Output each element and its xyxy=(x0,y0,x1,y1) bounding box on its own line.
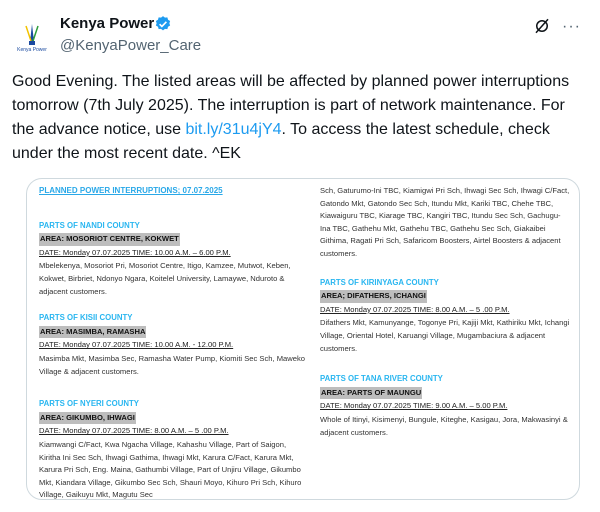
county-heading: PARTS OF TANA RIVER COUNTY xyxy=(320,374,443,384)
county-heading: PARTS OF KIRINYAGA COUNTY xyxy=(320,277,439,287)
tweet-text: Good Evening. The listed areas will be a… xyxy=(12,70,590,166)
grok-icon[interactable] xyxy=(533,17,551,35)
section-kirinyaga: PARTS OF KIRINYAGA COUNTY AREA; DIFATHER… xyxy=(320,277,570,356)
affected-areas-continued: Sch, Gaturumo-Ini TBC, Kiamigwi Pri Sch,… xyxy=(320,186,570,258)
date-time: DATE: Monday 07.07.2025 TIME: 10.00 A.M.… xyxy=(39,340,234,350)
author-name[interactable]: Kenya Power xyxy=(60,15,155,32)
affected-areas: Kiamwangi C/Fact, Kwa Ngacha Village, Ka… xyxy=(39,439,302,500)
tweet-link[interactable]: bit.ly/31u4jY4 xyxy=(185,121,282,138)
county-heading: PARTS OF KISII COUNTY xyxy=(39,313,133,323)
tweet-text-end: . To access the latest schedule, check u… xyxy=(12,121,550,162)
county-heading: PARTS OF NANDI COUNTY xyxy=(39,220,140,230)
date-time: DATE: Monday 07.07.2025 TIME: 8.00 A.M. … xyxy=(39,426,229,436)
area-label: AREA: GIKUMBO, IHWAGI xyxy=(39,411,136,425)
affected-areas: Mbelekenya, Mosoriot Pri, Mosoriot Centr… xyxy=(39,261,291,296)
author-handle[interactable]: @KenyaPower_Care xyxy=(60,37,202,54)
tweet-text-start: Good Evening. The listed areas will be a… xyxy=(12,73,570,138)
area-label: AREA; DIFATHERS, ICHANGI xyxy=(320,290,427,303)
affected-areas: Difathers Mkt, Kamunyange, Togonye Pri, … xyxy=(320,318,570,353)
section-tana-river: PARTS OF TANA RIVER COUNTY AREA: PARTS O… xyxy=(320,373,570,439)
section-kisii: PARTS OF KISII COUNTY AREA: MASIMBA, RAM… xyxy=(39,312,309,378)
verified-badge-icon xyxy=(155,16,171,31)
svg-text:Kenya Power: Kenya Power xyxy=(17,47,47,53)
date-time: DATE: Monday 07.07.2025 TIME: 10.00 A.M.… xyxy=(39,247,231,257)
area-label: AREA: MASIMBA, RAMASHA xyxy=(39,325,147,339)
document-right-column: Sch, Gaturumo-Ini TBC, Kiamigwi Pri Sch,… xyxy=(320,184,570,439)
affected-areas: Masimba Mkt, Masimba Sec, Ramasha Water … xyxy=(39,353,306,376)
section-nandi: PARTS OF NANDI COUNTY AREA: MOSORIOT CEN… xyxy=(39,220,309,299)
county-heading: PARTS OF NYERI COUNTY xyxy=(39,399,139,409)
affected-areas: Whole of Itinyi, Kisimenyi, Bungule, Kit… xyxy=(320,414,568,437)
section-nyeri: PARTS OF NYERI COUNTY AREA: GIKUMBO, IHW… xyxy=(39,398,309,500)
attached-image[interactable]: PLANNED POWER INTERRUPTIONS; 07.07.2025 … xyxy=(26,178,580,500)
document-title: PLANNED POWER INTERRUPTIONS; 07.07.2025 xyxy=(39,186,223,195)
document-left-column: PLANNED POWER INTERRUPTIONS; 07.07.2025 … xyxy=(39,185,309,500)
date-time: DATE: Monday 07.07.2025 TIME: 8.00 A.M. … xyxy=(320,304,510,314)
more-options-icon[interactable]: ··· xyxy=(562,18,581,35)
kenya-power-logo: Kenya Power xyxy=(17,24,47,53)
area-label: AREA: MOSORIOT CENTRE, KOKWET xyxy=(39,233,180,246)
avatar[interactable]: Kenya Power xyxy=(12,16,52,56)
area-label: AREA: PARTS OF MAUNGU xyxy=(320,386,423,400)
date-time: DATE: Monday 07.07.2025 TIME: 9.00 A.M. … xyxy=(320,401,508,411)
